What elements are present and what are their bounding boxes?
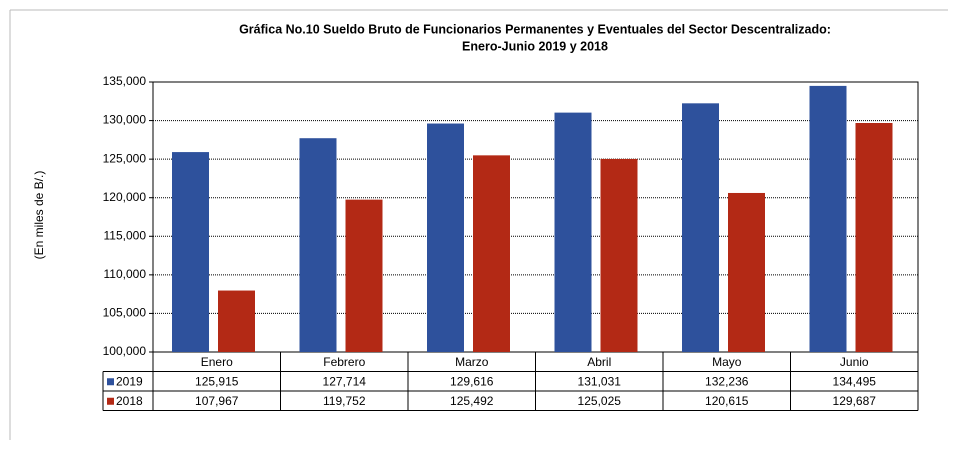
y-tick-label: 100,000 bbox=[103, 344, 147, 358]
data-label: 131,031 bbox=[578, 374, 622, 388]
y-tick-label: 120,000 bbox=[103, 190, 147, 204]
bar bbox=[855, 122, 893, 353]
data-label: 125,025 bbox=[578, 394, 622, 408]
data-label: 120,615 bbox=[705, 394, 749, 408]
chart-title: Gráfica No.10 Sueldo Bruto de Funcionari… bbox=[239, 22, 831, 36]
legend-swatch bbox=[107, 397, 114, 405]
data-label: 125,915 bbox=[195, 374, 239, 388]
legend-swatch bbox=[107, 378, 114, 386]
bar bbox=[728, 192, 765, 352]
data-label: 107,967 bbox=[195, 394, 239, 408]
legend-label: 2019 bbox=[116, 374, 143, 388]
chart-title: Enero-Junio 2019 y 2018 bbox=[462, 39, 608, 53]
bar bbox=[218, 290, 255, 352]
data-label: 134,495 bbox=[833, 374, 877, 388]
y-tick-label: 105,000 bbox=[103, 306, 147, 320]
bar bbox=[600, 158, 638, 352]
data-label: 129,687 bbox=[833, 394, 877, 408]
x-tick-label: Enero bbox=[201, 355, 233, 369]
y-tick-label: 125,000 bbox=[103, 151, 147, 165]
data-label: 132,236 bbox=[705, 374, 749, 388]
bar bbox=[172, 152, 209, 352]
data-label: 119,752 bbox=[323, 394, 366, 408]
bar bbox=[345, 199, 383, 352]
x-tick-label: Marzo bbox=[455, 355, 489, 369]
bar bbox=[473, 155, 510, 352]
y-tick-label: 130,000 bbox=[103, 113, 147, 127]
y-tick-label: 135,000 bbox=[103, 74, 147, 88]
bar bbox=[682, 103, 719, 352]
data-label: 125,492 bbox=[450, 394, 494, 408]
x-tick-label: Febrero bbox=[323, 355, 365, 369]
data-label: 129,616 bbox=[450, 374, 494, 388]
bar bbox=[299, 138, 337, 352]
legend-label: 2018 bbox=[116, 394, 143, 408]
data-label: 127,714 bbox=[323, 374, 367, 388]
x-tick-label: Junio bbox=[840, 355, 869, 369]
y-axis-label: (En miles de B/.) bbox=[32, 171, 46, 260]
x-tick-label: Mayo bbox=[712, 355, 742, 369]
x-tick-label: Abril bbox=[587, 355, 611, 369]
bar bbox=[809, 85, 847, 352]
y-tick-label: 115,000 bbox=[104, 228, 147, 242]
plot-area bbox=[152, 81, 919, 353]
bar bbox=[554, 112, 592, 352]
y-tick-label: 110,000 bbox=[104, 267, 147, 281]
bar bbox=[427, 123, 464, 352]
